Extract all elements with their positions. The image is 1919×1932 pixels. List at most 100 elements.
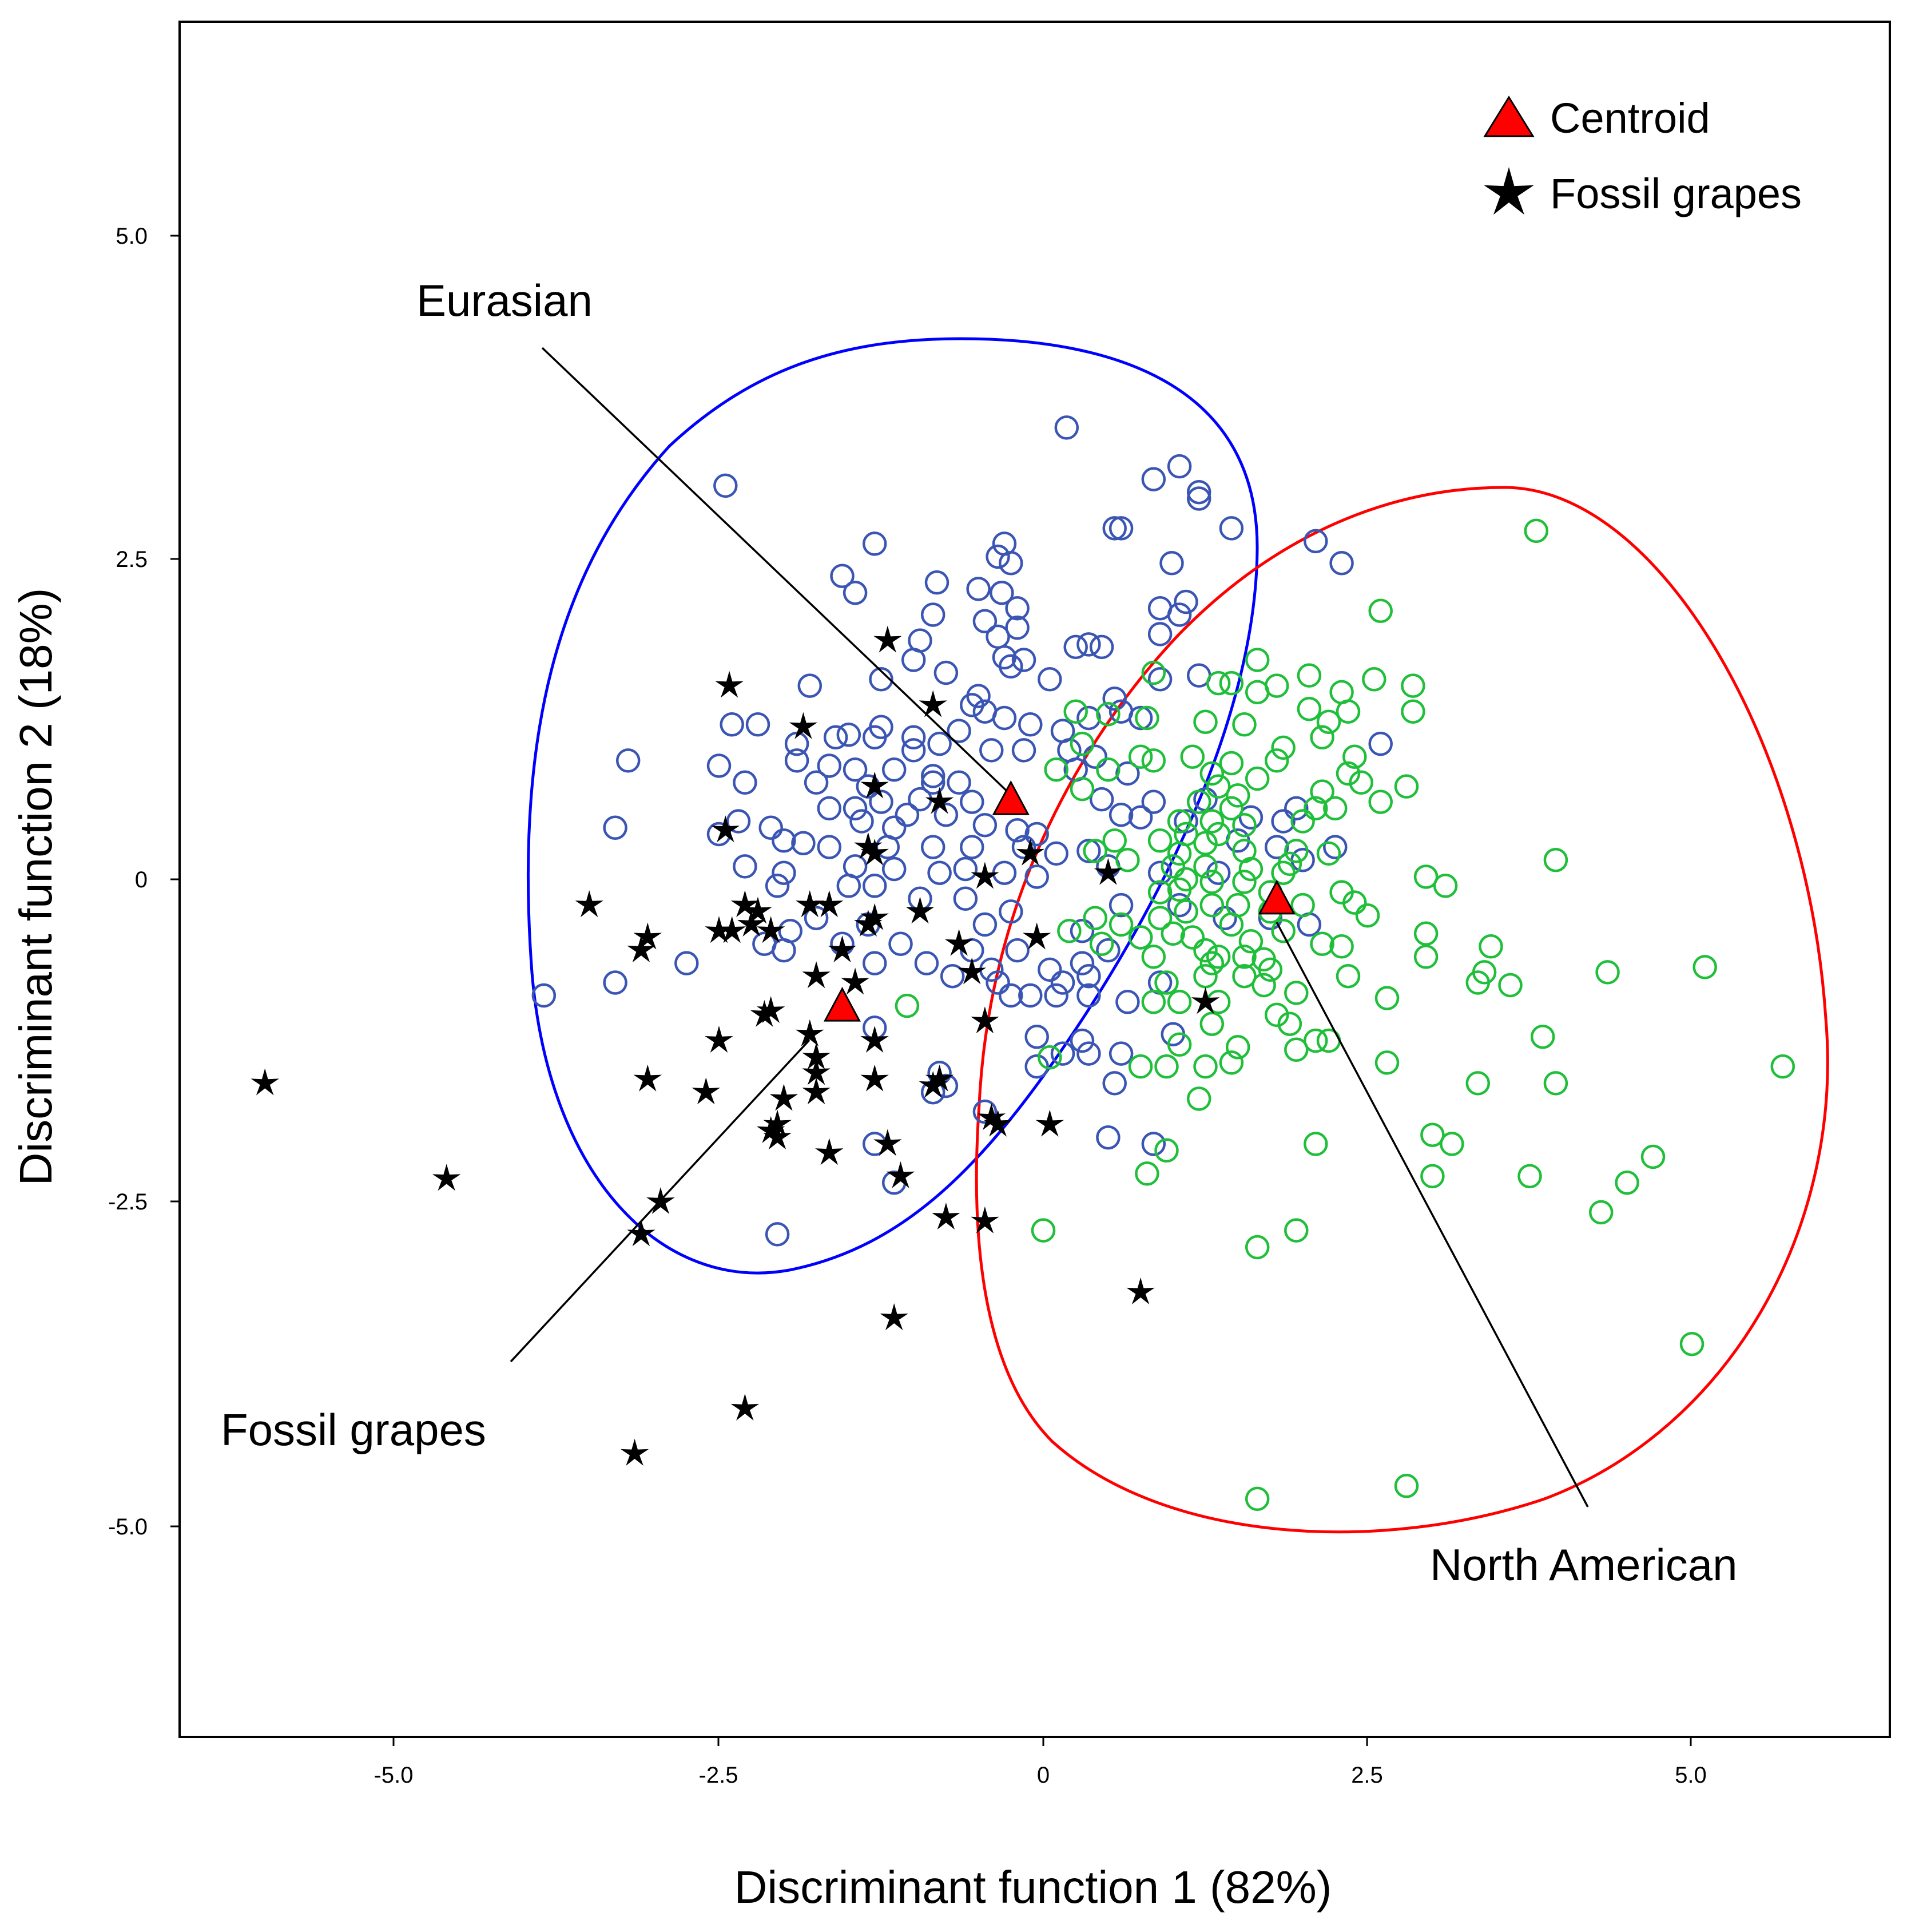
x-tick-label-0: 0: [1037, 1763, 1050, 1788]
eurasian-point-156: [772, 938, 796, 963]
eurasian-point-83: [920, 770, 945, 795]
north-american-point-33: [1336, 761, 1361, 786]
north-american-point-23: [1271, 735, 1296, 760]
fossil-point-66: [1191, 987, 1220, 1014]
fossil-point-55: [873, 1129, 902, 1156]
fossil-point-12: [575, 890, 603, 918]
legend: Centroid Fossil grapes: [1483, 94, 1802, 217]
north-american-point-65: [1413, 864, 1439, 889]
eurasian-point-69: [1368, 731, 1393, 756]
fossil-point-15: [796, 890, 824, 918]
north-american-point-129: [1038, 1045, 1062, 1070]
eurasian-point-49: [1076, 705, 1101, 731]
north-american-point-109: [1193, 963, 1218, 989]
fossil-point-43: [925, 1064, 954, 1092]
eurasian-point-98: [726, 809, 751, 834]
north-american-point-22: [1070, 731, 1095, 756]
north-american-point-102: [1479, 934, 1503, 959]
fossil-point-35: [860, 1026, 889, 1053]
fossil-point-14: [744, 896, 772, 924]
north-american-point-152: [1031, 1218, 1056, 1243]
north-american-point-95: [1310, 931, 1334, 957]
eurasian-leader-line: [541, 347, 1012, 796]
eurasian-point-99: [758, 815, 783, 840]
north-american-point-48: [1199, 809, 1225, 834]
fossil-point-52: [983, 1109, 1012, 1137]
north-american-point-9: [1401, 673, 1425, 698]
fossil-point-4: [860, 771, 889, 799]
eurasian-point-57: [947, 719, 971, 743]
north-american-point-55: [1167, 841, 1192, 866]
north-american-point-63: [1193, 854, 1218, 879]
eurasian-point-137: [953, 886, 978, 911]
north-american-point-112: [1154, 970, 1179, 995]
eurasian-point-121: [733, 854, 757, 879]
north-american-point-116: [1284, 981, 1309, 1005]
north-american-point-151: [1284, 1218, 1309, 1243]
north-american-point-140: [1186, 1086, 1211, 1111]
eurasian-point-89: [817, 796, 842, 821]
eurasian-point-162: [674, 951, 699, 975]
north-american-point-123: [1277, 1011, 1302, 1036]
north-american-point-24: [1180, 744, 1205, 769]
eurasian-point-90: [843, 796, 868, 821]
group-boundaries: [526, 337, 1829, 1534]
eurasian-point-141: [804, 906, 829, 930]
fossil-point-17: [860, 903, 889, 930]
eurasian-point-73: [817, 753, 842, 778]
eurasian-point-134: [836, 874, 861, 898]
y-tick-label-0: 0: [135, 867, 148, 892]
eurasian-point-188: [1096, 1125, 1121, 1150]
north-american-point-87: [1057, 918, 1082, 943]
north-american-point-93: [1238, 929, 1264, 954]
north-american-point-16: [1063, 699, 1088, 724]
north-american-point-71: [1433, 874, 1458, 898]
north-american-point-107: [1692, 955, 1717, 979]
eurasian-point-85: [960, 790, 984, 814]
fossil-point-54: [815, 1138, 844, 1165]
eurasian-point-25: [920, 602, 945, 627]
eurasian-point-96: [1174, 809, 1198, 834]
fossil-point-2: [789, 712, 818, 739]
north-american-point-104: [1258, 957, 1283, 982]
fossil-point-30: [957, 957, 986, 985]
north-american-point-40: [1394, 774, 1419, 799]
eurasian-point-44: [1102, 686, 1127, 711]
eurasian-point-80: [733, 770, 757, 795]
x-tick-label-5.0: 5.0: [1675, 1763, 1707, 1788]
eurasian-point-161: [1038, 957, 1062, 982]
eurasian-point-79: [1115, 761, 1140, 786]
fossil-point-37: [971, 1006, 999, 1034]
north-american-point-130: [1225, 1035, 1250, 1060]
north-american-point-122: [1264, 1002, 1289, 1028]
eurasian-point-33: [1063, 634, 1088, 660]
north-american-point-46: [1290, 809, 1315, 834]
north-american-point-94: [1089, 931, 1114, 957]
fossil-points: [251, 625, 1220, 1466]
x-tick-label-2.5: 2.5: [1351, 1763, 1383, 1788]
eurasian-boundary: [526, 337, 1259, 1275]
north-american-point-142: [1440, 1132, 1464, 1156]
eurasian-point-180: [1109, 1041, 1134, 1066]
eurasian-point-115: [1011, 835, 1036, 859]
fossil-point-36: [802, 1042, 831, 1070]
eurasian-point-95: [1128, 805, 1153, 830]
eurasian-point-26: [972, 609, 998, 634]
north-american-point-100: [1232, 945, 1257, 969]
y-axis-title: Discriminant function 2 (18%): [10, 588, 61, 1186]
fossil-point-24: [633, 922, 662, 950]
north-american-point-57: [1284, 839, 1309, 863]
annotation-eurasian: Eurasian: [416, 275, 593, 326]
eurasian-point-5: [1186, 486, 1211, 511]
eurasian-point-10: [1329, 551, 1354, 576]
eurasian-point-62: [823, 725, 848, 750]
eurasian-point-36: [1011, 648, 1036, 672]
north-american-point-26: [1264, 748, 1289, 773]
fossil-point-40: [860, 1064, 889, 1092]
centroid-markers: [823, 780, 1296, 1022]
north-american-point-82: [1147, 906, 1173, 930]
north-american-point-5: [1219, 671, 1244, 696]
north-american-point-14: [1401, 699, 1425, 724]
eurasian-point-2: [1167, 454, 1192, 479]
eurasian-point-109: [772, 828, 796, 853]
